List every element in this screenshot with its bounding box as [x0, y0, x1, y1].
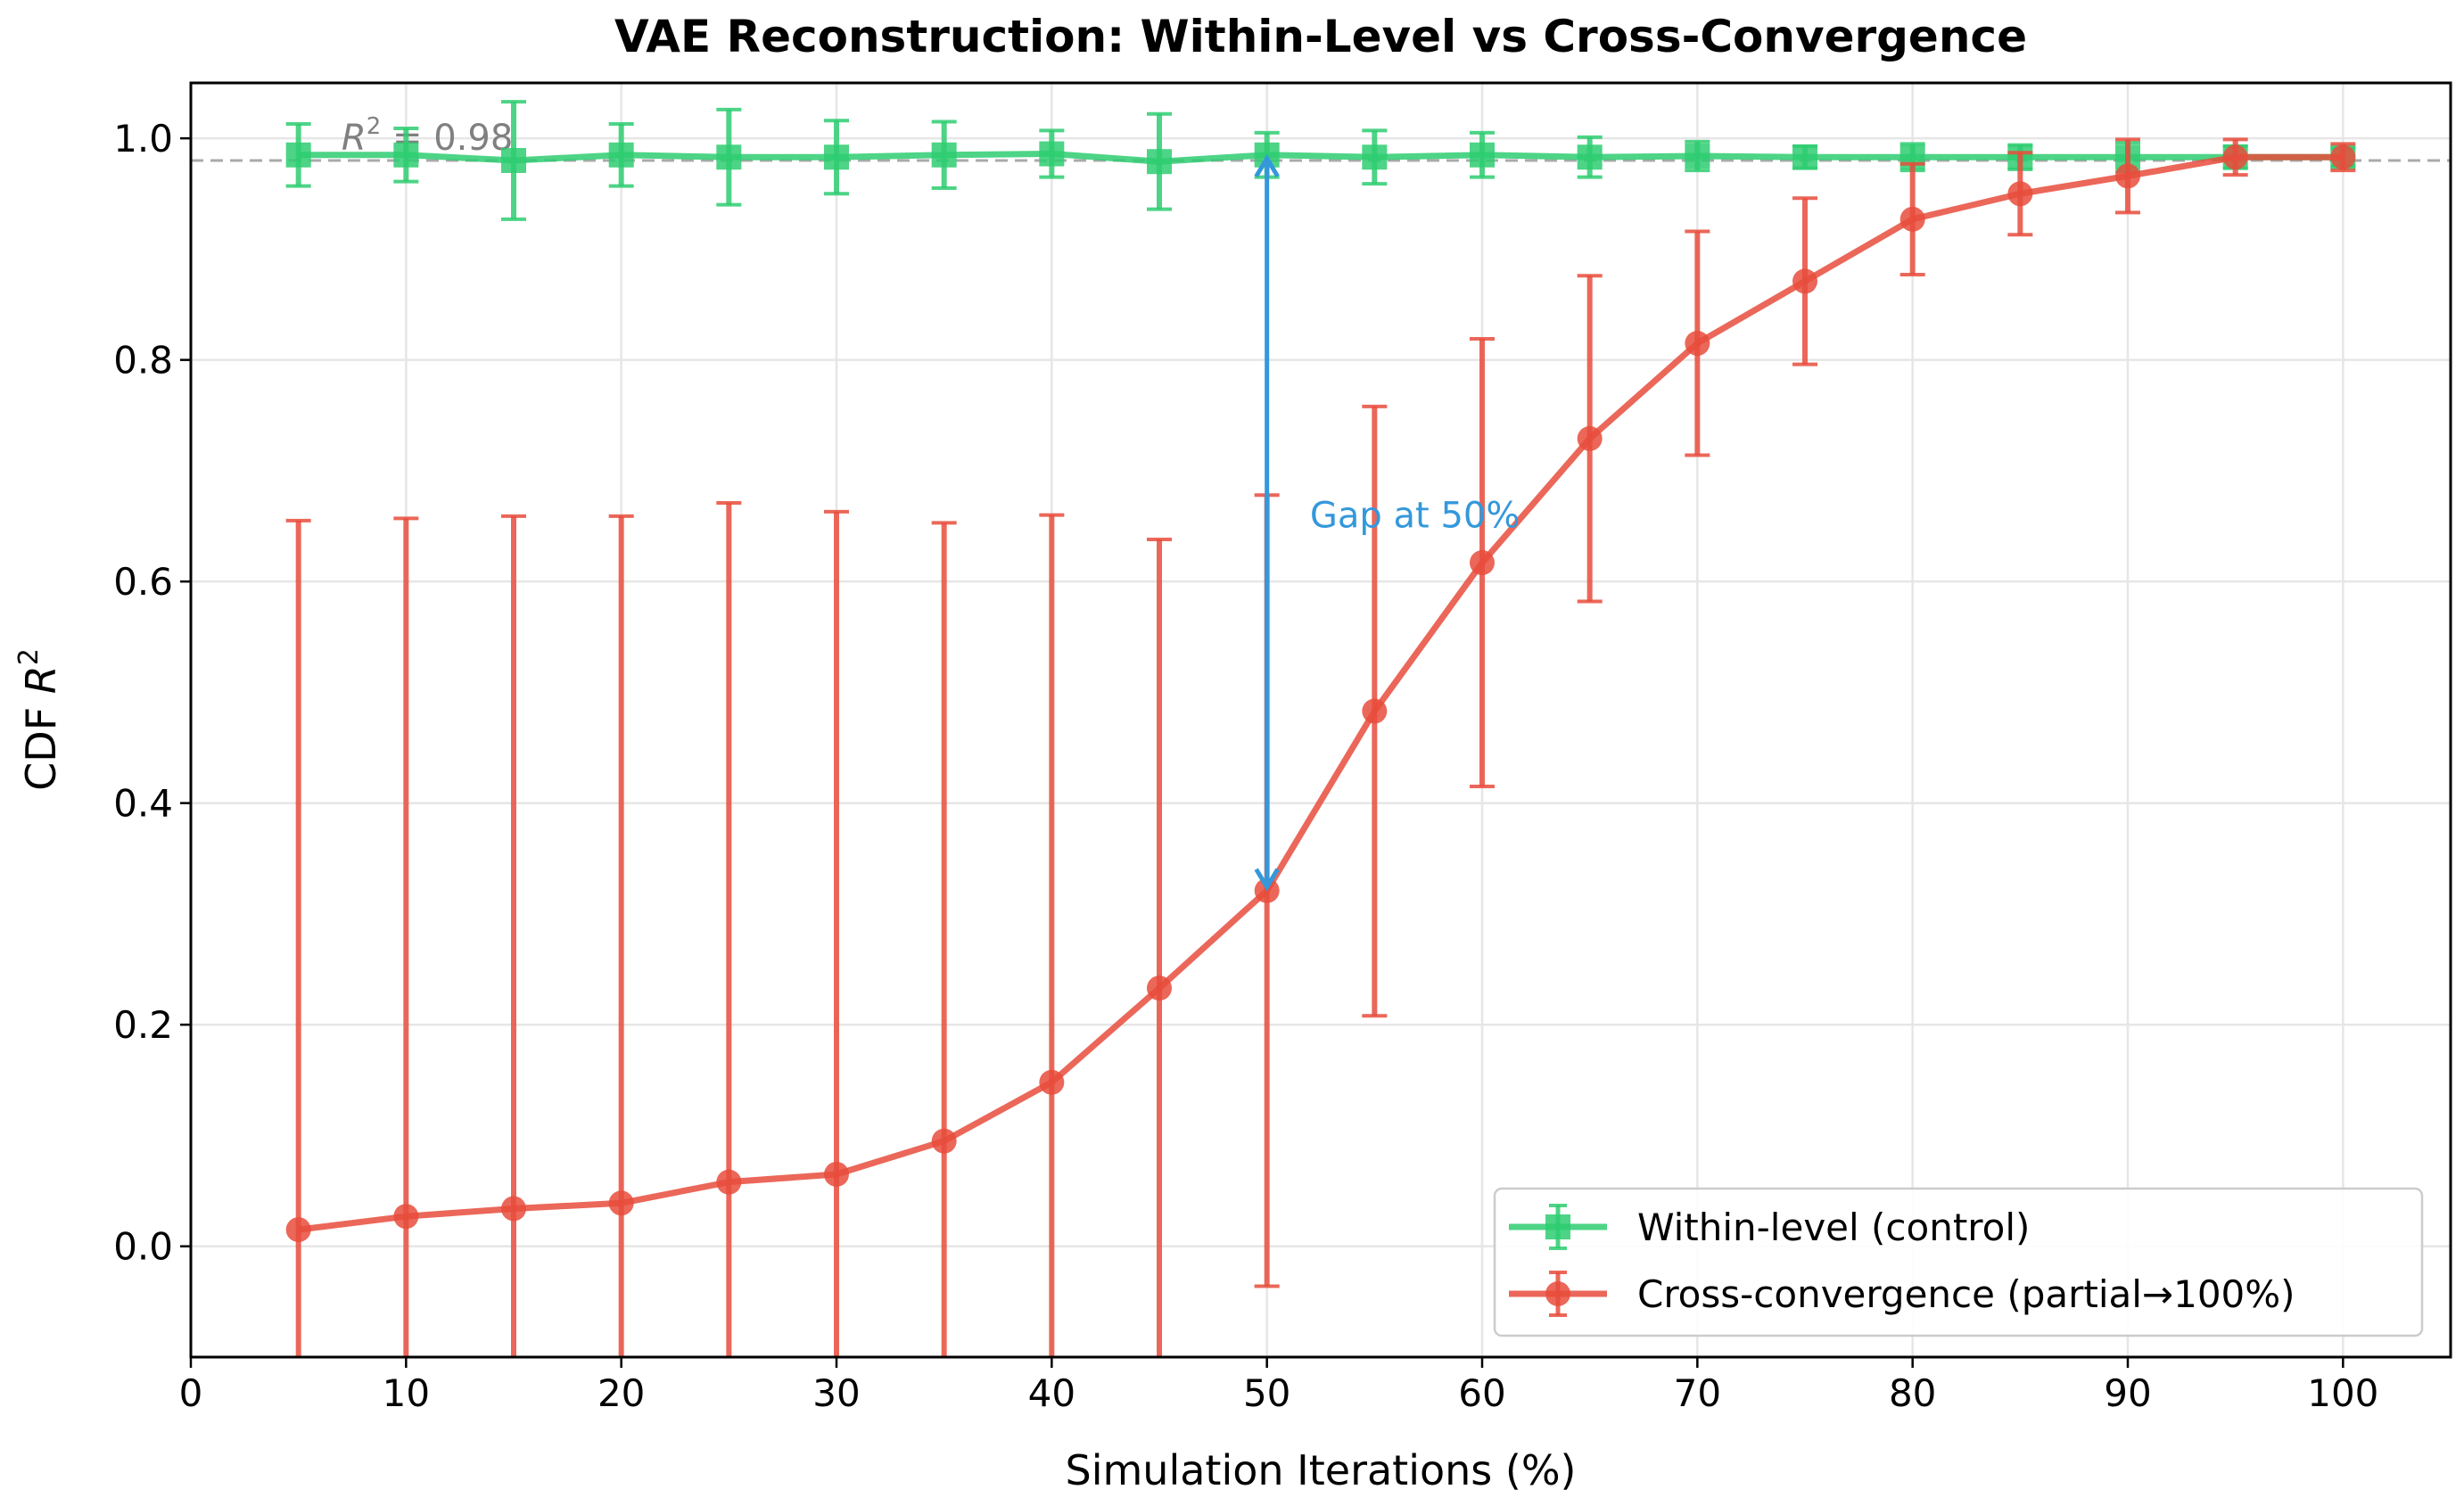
data-point — [931, 1128, 957, 1154]
data-point — [1792, 268, 1817, 294]
data-point — [2007, 181, 2033, 207]
y-tick-label: 0.2 — [113, 1003, 173, 1047]
data-point — [393, 1204, 419, 1230]
data-point — [393, 142, 419, 168]
series-1 — [285, 137, 2356, 1357]
series-layer — [285, 100, 2356, 1357]
legend-marker-cross-convergence — [1509, 1271, 1607, 1317]
data-point — [2115, 163, 2140, 189]
y-axis-ticks: 0.0 0.2 0.4 0.6 0.8 1.0 — [113, 117, 191, 1269]
y-tick-label: 1.0 — [113, 117, 173, 160]
x-tick-label: 10 — [383, 1371, 430, 1415]
data-point — [1362, 698, 1388, 724]
data-point — [1039, 1069, 1065, 1095]
gap-arrow-head-top — [1254, 153, 1280, 178]
data-point — [501, 1196, 526, 1222]
legend-marker — [1545, 1281, 1570, 1306]
legend-label-cross-convergence: Cross-convergence (partial→100%) — [1637, 1272, 2295, 1316]
series-line — [298, 153, 2344, 1233]
data-point — [931, 142, 957, 168]
data-point — [1147, 149, 1172, 175]
data-point — [285, 1217, 311, 1243]
data-point — [716, 144, 742, 170]
chart-title: VAE Reconstruction: Within-Level vs Cros… — [614, 11, 2027, 62]
legend: Within-level (control) Cross-convergence… — [1493, 1187, 2424, 1337]
data-point — [1685, 331, 1710, 357]
y-axis-label: CDF R2 — [13, 648, 65, 791]
data-point — [1900, 206, 1925, 232]
legend-box — [1493, 1187, 2424, 1337]
data-point — [501, 147, 526, 173]
x-tick-label: 0 — [179, 1371, 203, 1415]
data-point — [1470, 550, 1495, 576]
data-point — [1470, 142, 1495, 168]
data-point — [608, 142, 634, 168]
x-tick-label: 30 — [812, 1371, 860, 1415]
data-point — [1792, 144, 1817, 170]
data-point — [2222, 144, 2248, 170]
x-tick-label: 50 — [1243, 1371, 1290, 1415]
data-point — [1577, 425, 1603, 451]
data-point — [2330, 144, 2356, 170]
y-tick-label: 0.6 — [113, 560, 173, 604]
y-tick-label: 0.0 — [113, 1225, 173, 1269]
y-axis-label-variable: R — [17, 665, 65, 694]
x-tick-label: 60 — [1458, 1371, 1505, 1415]
y-axis-label-superscript: 2 — [13, 648, 45, 665]
y-tick-label: 0.4 — [113, 782, 173, 826]
legend-label-within-level: Within-level (control) — [1637, 1206, 2030, 1249]
x-axis-label: Simulation Iterations (%) — [1066, 1446, 1577, 1494]
y-axis-label-prefix: CDF — [17, 694, 65, 791]
data-point — [1577, 144, 1603, 170]
x-tick-label: 90 — [2104, 1371, 2151, 1415]
data-point — [716, 1169, 742, 1195]
reference-label-superscript: 2 — [367, 113, 382, 140]
legend-marker — [1545, 1214, 1570, 1239]
x-tick-label: 70 — [1674, 1371, 1721, 1415]
series-line — [298, 151, 2344, 165]
x-tick-label: 100 — [2307, 1371, 2378, 1415]
data-point — [1362, 144, 1388, 170]
y-tick-label: 0.8 — [113, 339, 173, 383]
x-axis-ticks: 0 10 20 30 40 50 60 70 80 90 100 — [179, 1357, 2378, 1415]
data-point — [1147, 975, 1172, 1001]
data-point — [1039, 141, 1065, 167]
data-point — [824, 144, 849, 170]
x-tick-label: 20 — [597, 1371, 645, 1415]
x-tick-label: 40 — [1028, 1371, 1075, 1415]
gap-annotation-label: Gap at 50% — [1310, 496, 1520, 537]
legend-marker-within-level — [1509, 1204, 1607, 1250]
data-point — [1685, 144, 1710, 169]
data-point — [608, 1190, 634, 1216]
gap-arrow-head-bottom — [1254, 868, 1280, 892]
plot-frame — [189, 81, 2452, 1359]
data-point — [285, 142, 311, 168]
x-tick-label: 80 — [1889, 1371, 1936, 1415]
data-point — [824, 1161, 849, 1187]
gap-annotation: Gap at 50% — [1254, 153, 1520, 892]
